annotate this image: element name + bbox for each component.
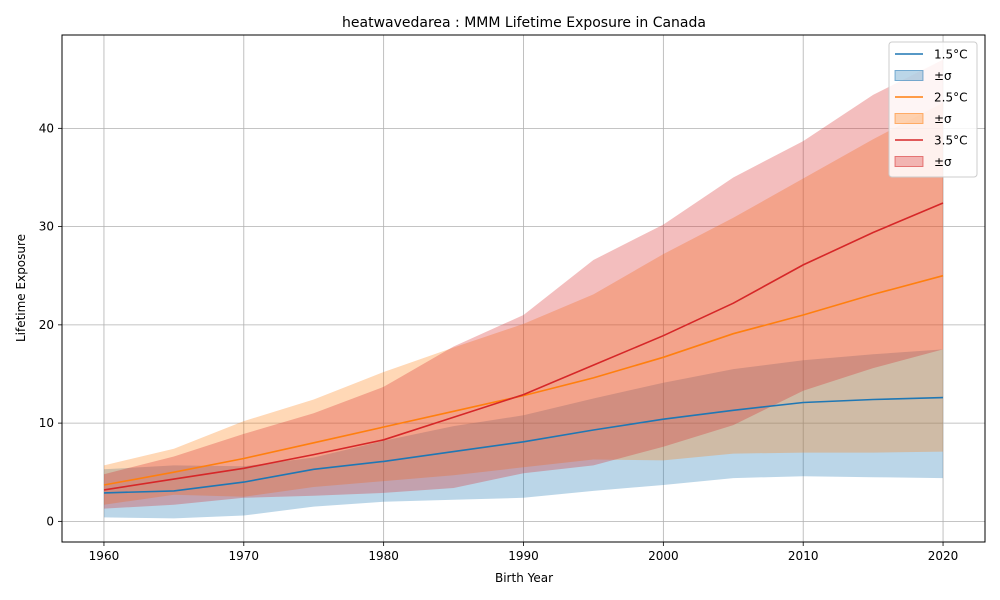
std-bands — [104, 59, 943, 519]
y-tick-label: 20 — [39, 318, 54, 332]
x-tick-label: 2010 — [788, 549, 819, 563]
legend-band-label: ±σ — [934, 69, 952, 83]
y-axis-ticks: 0 10 20 30 40 — [39, 121, 62, 528]
line-series-1 — [103, 274, 944, 486]
y-axis-label: Lifetime Exposure — [14, 234, 28, 342]
y-tick-label: 0 — [46, 514, 54, 528]
band-series-1 — [104, 102, 943, 505]
legend-label: 3.5°C — [934, 134, 967, 148]
legend-band-swatch — [894, 156, 924, 167]
legend-band-swatch — [894, 113, 924, 124]
x-tick-label: 1990 — [508, 549, 539, 563]
line-series-0 — [103, 396, 944, 494]
band-series-0 — [104, 349, 943, 519]
grid — [62, 35, 985, 542]
legend-band-label: ±σ — [934, 112, 952, 126]
y-tick-label: 30 — [39, 220, 54, 234]
chart-title: heatwavedarea : MMM Lifetime Exposure in… — [342, 15, 706, 31]
legend-band-swatch — [894, 70, 924, 81]
y-tick-label: 10 — [39, 416, 54, 430]
line-series-2 — [103, 202, 944, 491]
band-series-2 — [104, 59, 943, 509]
x-tick-label: 2000 — [648, 549, 679, 563]
x-axis-ticks: 1960 1970 1980 1990 2000 2010 2020 — [89, 542, 959, 563]
x-tick-label: 1960 — [89, 549, 120, 563]
legend-box — [888, 41, 978, 178]
x-tick-label: 1980 — [368, 549, 399, 563]
legend-band-label: ±σ — [934, 155, 952, 169]
legend: 1.5°C ±σ 2.5°C ±σ 3.5°C ±σ — [888, 41, 978, 178]
x-tick-label: 2020 — [928, 549, 959, 563]
legend-label: 2.5°C — [934, 91, 967, 105]
x-axis-label: Birth Year — [495, 571, 553, 585]
series-lines — [103, 202, 944, 494]
legend-label: 1.5°C — [934, 48, 967, 62]
y-tick-label: 40 — [39, 121, 54, 135]
x-tick-label: 1970 — [229, 549, 260, 563]
